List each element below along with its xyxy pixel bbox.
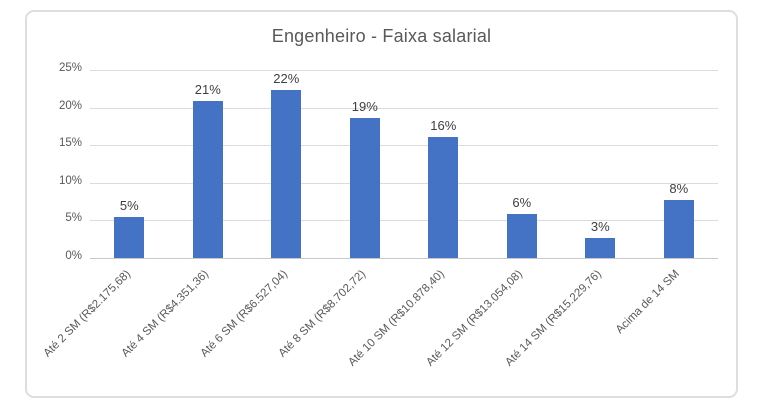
y-axis-tick-label: 5% xyxy=(65,212,82,225)
bar-value-label: 16% xyxy=(430,117,457,133)
bar xyxy=(349,118,380,258)
gridline xyxy=(90,70,718,71)
chart-title: Engenheiro - Faixa salarial xyxy=(271,26,492,46)
chart-frame xyxy=(25,10,738,398)
bar xyxy=(663,200,694,258)
bar-value-label: 22% xyxy=(273,70,300,86)
bar xyxy=(114,217,145,258)
y-axis-tick-label: 15% xyxy=(58,137,82,150)
y-axis-tick-label: 10% xyxy=(58,174,82,187)
bar-value-label: 3% xyxy=(590,218,610,234)
bar xyxy=(192,100,223,258)
gridline xyxy=(90,182,718,184)
gridline xyxy=(90,107,718,109)
bar-value-label: 8% xyxy=(669,181,689,197)
bar xyxy=(506,214,537,258)
y-axis-tick-label: 0% xyxy=(65,250,82,262)
bar xyxy=(271,89,302,258)
y-axis-tick-label: 25% xyxy=(58,62,82,74)
y-axis-tick-label: 20% xyxy=(58,99,82,112)
bar xyxy=(585,237,616,258)
plot-area xyxy=(90,70,718,259)
gridline xyxy=(90,145,718,147)
bar-value-label: 21% xyxy=(194,81,221,97)
bar-value-label: 19% xyxy=(351,99,378,115)
bar-value-label: 6% xyxy=(512,195,532,211)
bar xyxy=(428,136,459,258)
bar-value-label: 5% xyxy=(119,198,139,214)
gridline xyxy=(90,258,718,259)
gridline xyxy=(90,220,718,222)
